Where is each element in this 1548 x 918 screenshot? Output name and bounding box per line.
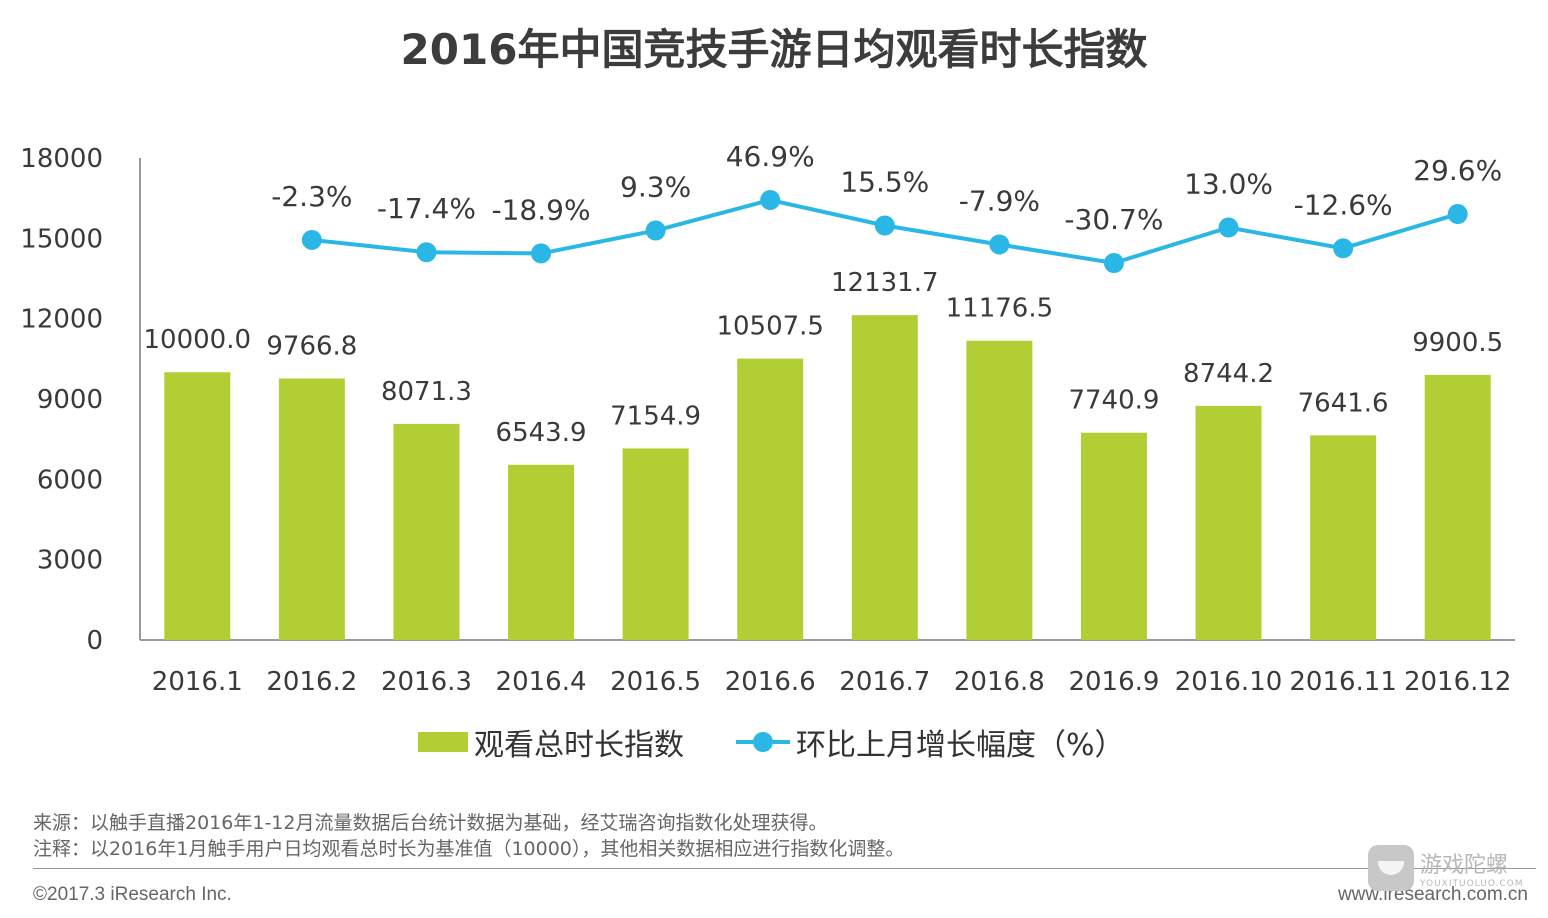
legend-bar-swatch bbox=[418, 732, 468, 752]
watermark-main: 游戏陀螺 bbox=[1420, 853, 1509, 878]
notes: 来源：以触手直播2016年1-12月流量数据后台统计数据为基础，经艾瑞咨询指数化… bbox=[33, 810, 904, 862]
bar bbox=[508, 464, 575, 640]
bar-value-label: 9766.8 bbox=[266, 331, 357, 361]
gamepad-logo-icon bbox=[1368, 845, 1414, 891]
bar bbox=[1310, 435, 1377, 640]
y-tick-label: 9000 bbox=[37, 385, 103, 415]
bar bbox=[966, 340, 1033, 640]
remark-note: 注释：以2016年1月触手用户日均观看总时长为基准值（10000），其他相关数据… bbox=[33, 838, 905, 860]
bar bbox=[737, 358, 804, 640]
growth-point bbox=[1103, 253, 1124, 273]
x-tick-label: 2016.4 bbox=[496, 667, 587, 697]
bar-value-label: 7740.9 bbox=[1068, 386, 1159, 416]
bar bbox=[278, 378, 345, 640]
growth-point bbox=[874, 215, 895, 236]
x-tick-label: 2016.9 bbox=[1068, 667, 1159, 697]
x-tick-label: 2016.3 bbox=[381, 667, 472, 697]
growth-value-label: -18.9% bbox=[492, 193, 591, 226]
copyright: ©2017.3 iResearch Inc. bbox=[33, 884, 232, 905]
x-tick-label: 2016.10 bbox=[1175, 667, 1283, 697]
x-tick-label: 2016.5 bbox=[610, 667, 701, 697]
x-tick-label: 2016.6 bbox=[725, 667, 816, 697]
y-tick-label: 15000 bbox=[20, 224, 103, 254]
source-note: 来源：以触手直播2016年1-12月流量数据后台统计数据为基础，经艾瑞咨询指数化… bbox=[33, 812, 828, 834]
footer-divider bbox=[33, 868, 1536, 869]
x-tick-label: 2016.2 bbox=[266, 667, 357, 697]
bar-value-label: 6543.9 bbox=[496, 418, 587, 448]
y-tick-label: 12000 bbox=[20, 305, 103, 335]
growth-value-label: 9.3% bbox=[620, 171, 691, 204]
y-tick-label: 3000 bbox=[37, 546, 103, 576]
growth-value-label: 46.9% bbox=[726, 140, 815, 173]
bar-value-label: 9900.5 bbox=[1412, 328, 1503, 358]
growth-point bbox=[1333, 238, 1354, 259]
bar bbox=[1195, 405, 1262, 640]
bar-value-label: 12131.7 bbox=[831, 268, 939, 298]
bar bbox=[164, 372, 231, 640]
growth-value-label: -17.4% bbox=[377, 192, 476, 225]
growth-point bbox=[989, 234, 1010, 255]
bar-value-label: 11176.5 bbox=[946, 294, 1054, 324]
y-tick-label: 18000 bbox=[20, 144, 103, 174]
growth-value-label: -30.7% bbox=[1064, 203, 1163, 236]
growth-point bbox=[1218, 217, 1239, 238]
legend: 观看总时长指数 环比上月增长幅度（%） bbox=[418, 720, 1177, 764]
legend-item-bar: 观看总时长指数 bbox=[418, 720, 684, 764]
growth-value-label: -7.9% bbox=[959, 184, 1040, 217]
x-tick-label: 2016.12 bbox=[1404, 667, 1512, 697]
bar bbox=[1080, 432, 1147, 640]
x-tick-label: 2016.1 bbox=[152, 667, 243, 697]
legend-line-label: 环比上月增长幅度（%） bbox=[796, 728, 1125, 763]
bar bbox=[622, 448, 689, 640]
chart-title: 2016年中国竞技手游日均观看时长指数 bbox=[400, 25, 1148, 74]
growth-point bbox=[1447, 204, 1468, 225]
legend-line-swatch bbox=[736, 732, 790, 752]
bar-value-label: 7154.9 bbox=[610, 401, 701, 431]
x-tick-label: 2016.7 bbox=[839, 667, 930, 697]
bar-value-label: 10507.5 bbox=[716, 312, 824, 342]
bar bbox=[1424, 374, 1491, 640]
bar bbox=[851, 315, 918, 640]
bar bbox=[393, 423, 460, 640]
bar-value-label: 8744.2 bbox=[1183, 359, 1274, 389]
y-tick-label: 0 bbox=[86, 626, 103, 656]
y-tick-label: 6000 bbox=[37, 465, 103, 495]
x-tick-label: 2016.11 bbox=[1289, 667, 1397, 697]
watermark-sub: YOUXITUOLUO.COM bbox=[1420, 879, 1524, 889]
bar-value-label: 8071.3 bbox=[381, 377, 472, 407]
legend-item-line: 环比上月增长幅度（%） bbox=[736, 720, 1125, 764]
x-tick-label: 2016.8 bbox=[954, 667, 1045, 697]
growth-point bbox=[760, 190, 781, 210]
bar-value-label: 7641.6 bbox=[1298, 388, 1389, 418]
growth-point bbox=[645, 220, 666, 241]
growth-value-label: 15.5% bbox=[840, 165, 929, 198]
growth-value-label: -12.6% bbox=[1294, 188, 1393, 221]
growth-point bbox=[531, 243, 552, 264]
watermark: 游戏陀螺 YOUXITUOLUO.COM bbox=[1368, 838, 1538, 898]
bar-value-label: 10000.0 bbox=[144, 325, 252, 355]
growth-point bbox=[301, 229, 322, 250]
growth-point bbox=[416, 242, 437, 263]
growth-value-label: -2.3% bbox=[271, 180, 352, 213]
legend-bar-label: 观看总时长指数 bbox=[474, 728, 684, 763]
growth-value-label: 29.6% bbox=[1413, 154, 1502, 187]
growth-value-label: 13.0% bbox=[1184, 168, 1273, 201]
